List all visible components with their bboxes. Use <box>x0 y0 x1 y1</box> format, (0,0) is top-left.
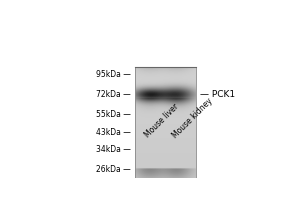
Text: 43kDa —: 43kDa — <box>96 128 130 137</box>
Text: 34kDa —: 34kDa — <box>96 145 130 154</box>
Text: Mouse liver: Mouse liver <box>143 102 180 140</box>
Text: 95kDa —: 95kDa — <box>96 70 130 79</box>
Text: 26kDa —: 26kDa — <box>96 165 130 174</box>
Bar <box>135 67 196 178</box>
Text: 72kDa —: 72kDa — <box>96 90 130 99</box>
Text: Mouse kidney: Mouse kidney <box>171 96 214 140</box>
Text: 55kDa —: 55kDa — <box>96 110 130 119</box>
Text: — PCK1: — PCK1 <box>200 90 236 99</box>
